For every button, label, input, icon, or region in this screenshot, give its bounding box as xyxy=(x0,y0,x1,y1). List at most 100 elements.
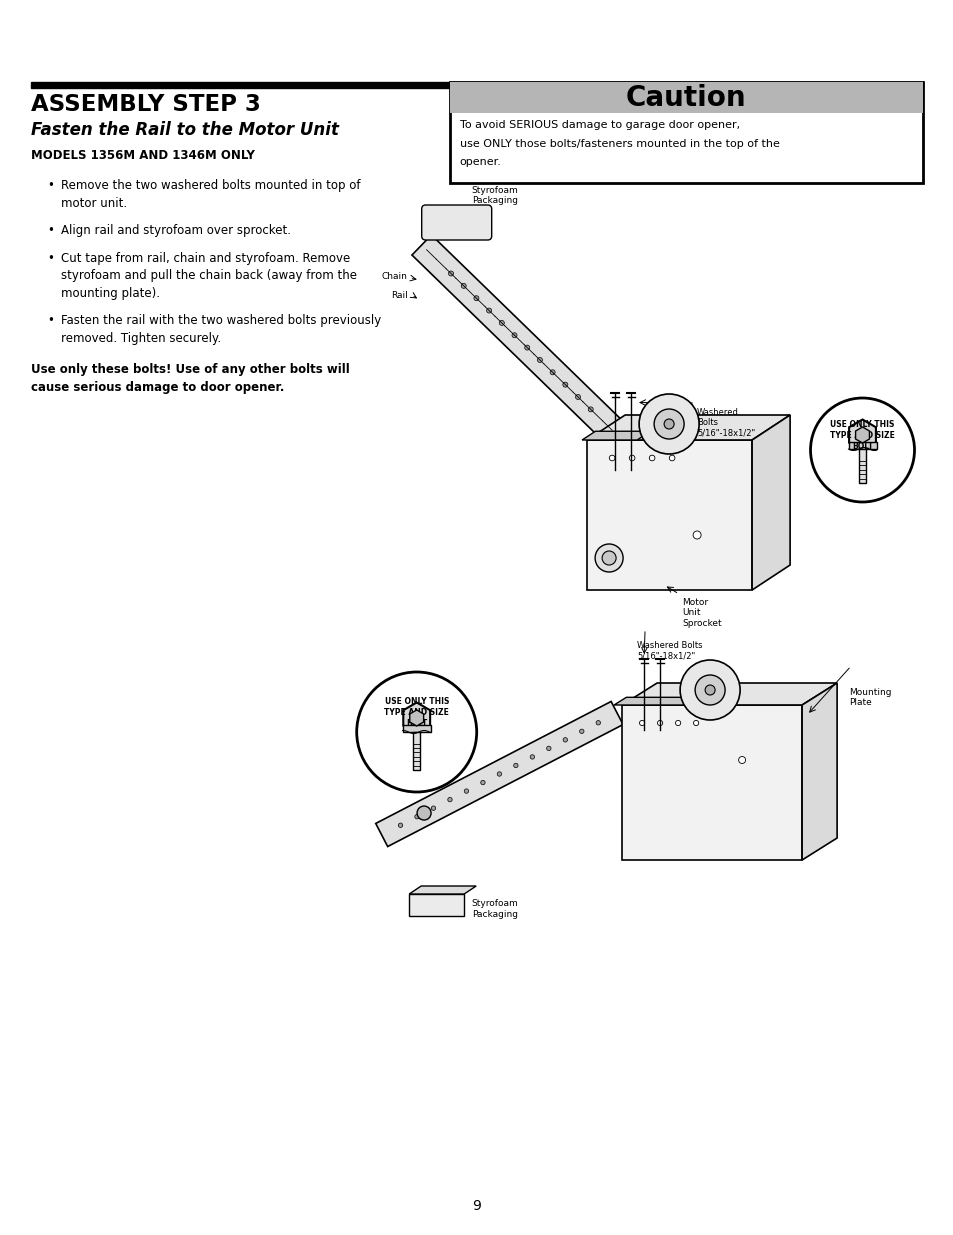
Circle shape xyxy=(639,394,699,454)
Polygon shape xyxy=(410,710,423,726)
Circle shape xyxy=(416,806,431,820)
Circle shape xyxy=(550,369,555,374)
Text: •: • xyxy=(48,224,54,237)
Text: removed. Tighten securely.: removed. Tighten securely. xyxy=(61,332,221,345)
Polygon shape xyxy=(855,427,868,443)
Circle shape xyxy=(679,659,740,720)
Circle shape xyxy=(464,789,468,793)
Polygon shape xyxy=(751,415,789,590)
Text: Remove the two washered bolts mounted in top of: Remove the two washered bolts mounted in… xyxy=(61,179,360,193)
Bar xyxy=(402,725,430,732)
Text: USE ONLY THIS
TYPE AND SIZE
BOLT: USE ONLY THIS TYPE AND SIZE BOLT xyxy=(829,420,894,451)
Circle shape xyxy=(415,815,418,819)
Circle shape xyxy=(629,456,635,461)
Circle shape xyxy=(810,398,914,501)
Text: Styrofoam
Packaging: Styrofoam Packaging xyxy=(471,186,517,205)
Text: ASSEMBLY STEP 3: ASSEMBLY STEP 3 xyxy=(31,93,261,116)
Circle shape xyxy=(480,781,485,784)
Circle shape xyxy=(596,720,599,725)
Circle shape xyxy=(575,394,580,399)
Text: 9: 9 xyxy=(472,1199,481,1213)
Bar xyxy=(31,83,922,88)
FancyBboxPatch shape xyxy=(421,205,491,240)
Text: Styrofoam
Packaging: Styrofoam Packaging xyxy=(471,899,517,919)
Bar xyxy=(413,732,420,769)
Circle shape xyxy=(398,823,402,827)
Bar xyxy=(621,705,801,860)
Text: Fasten the Rail to the Motor Unit: Fasten the Rail to the Motor Unit xyxy=(31,121,339,140)
Circle shape xyxy=(513,763,517,768)
Text: Fasten the rail with the two washered bolts previously: Fasten the rail with the two washered bo… xyxy=(61,314,381,327)
Text: Rail: Rail xyxy=(391,290,407,300)
Text: Use only these bolts! Use of any other bolts will: Use only these bolts! Use of any other b… xyxy=(31,363,350,377)
Circle shape xyxy=(530,755,534,760)
Circle shape xyxy=(601,551,616,564)
Text: Washered Bolts
5/16"-18x1/2": Washered Bolts 5/16"-18x1/2" xyxy=(637,641,701,661)
Text: opener.: opener. xyxy=(459,157,501,168)
Polygon shape xyxy=(581,431,650,440)
Circle shape xyxy=(447,798,452,802)
Circle shape xyxy=(704,685,715,695)
Circle shape xyxy=(693,531,700,538)
Circle shape xyxy=(497,772,501,777)
Text: Caution: Caution xyxy=(625,84,745,112)
Text: mounting plate).: mounting plate). xyxy=(61,287,160,300)
Circle shape xyxy=(609,456,615,461)
Circle shape xyxy=(562,382,567,387)
Circle shape xyxy=(738,757,745,763)
Text: cause serious damage to door opener.: cause serious damage to door opener. xyxy=(31,380,285,394)
Text: use ONLY those bolts/fasteners mounted in the top of the: use ONLY those bolts/fasteners mounted i… xyxy=(459,138,779,149)
Circle shape xyxy=(669,456,674,461)
Circle shape xyxy=(486,308,491,312)
Bar xyxy=(858,450,865,483)
Text: •: • xyxy=(48,314,54,327)
Text: Align rail and styrofoam over sprocket.: Align rail and styrofoam over sprocket. xyxy=(61,224,292,237)
Polygon shape xyxy=(621,683,836,705)
Circle shape xyxy=(693,720,698,726)
Bar xyxy=(449,83,922,184)
Circle shape xyxy=(649,456,654,461)
Text: •: • xyxy=(48,252,54,264)
Text: To avoid SERIOUS damage to garage door opener,: To avoid SERIOUS damage to garage door o… xyxy=(459,120,740,131)
Circle shape xyxy=(579,729,583,734)
Text: Motor
Unit
Sprocket: Motor Unit Sprocket xyxy=(681,598,721,627)
Text: Mounting
Plate: Mounting Plate xyxy=(848,688,891,708)
Circle shape xyxy=(512,332,517,337)
Text: Chain: Chain xyxy=(381,272,407,280)
Circle shape xyxy=(448,270,453,275)
Circle shape xyxy=(639,720,644,726)
Polygon shape xyxy=(848,420,875,451)
Circle shape xyxy=(654,409,683,438)
Circle shape xyxy=(675,720,680,726)
Circle shape xyxy=(595,543,622,572)
Circle shape xyxy=(537,357,542,362)
Bar xyxy=(586,440,751,590)
Circle shape xyxy=(460,283,466,288)
Polygon shape xyxy=(586,415,789,440)
Text: Cut tape from rail, chain and styrofoam. Remove: Cut tape from rail, chain and styrofoam.… xyxy=(61,252,351,264)
Text: Washered
Bolts
5/16"-18x1/2": Washered Bolts 5/16"-18x1/2" xyxy=(697,408,755,437)
Polygon shape xyxy=(614,698,696,705)
Circle shape xyxy=(431,806,436,810)
Polygon shape xyxy=(409,894,464,916)
Circle shape xyxy=(498,320,504,325)
Circle shape xyxy=(524,345,529,350)
Circle shape xyxy=(356,672,476,792)
Polygon shape xyxy=(375,701,622,846)
Circle shape xyxy=(657,720,662,726)
Circle shape xyxy=(546,746,551,751)
Circle shape xyxy=(562,737,567,742)
Text: MODELS 1356M AND 1346M ONLY: MODELS 1356M AND 1346M ONLY xyxy=(31,149,255,162)
Bar xyxy=(847,442,876,450)
Circle shape xyxy=(474,295,478,300)
Text: •: • xyxy=(48,179,54,193)
Text: styrofoam and pull the chain back (away from the: styrofoam and pull the chain back (away … xyxy=(61,269,357,282)
Bar xyxy=(449,83,922,114)
Circle shape xyxy=(588,406,593,411)
Polygon shape xyxy=(403,703,430,734)
Polygon shape xyxy=(412,235,626,445)
Text: USE ONLY THIS
TYPE AND SIZE
BOLT: USE ONLY THIS TYPE AND SIZE BOLT xyxy=(384,697,449,729)
Text: motor unit.: motor unit. xyxy=(61,196,128,210)
Circle shape xyxy=(695,676,724,705)
Polygon shape xyxy=(409,885,476,894)
